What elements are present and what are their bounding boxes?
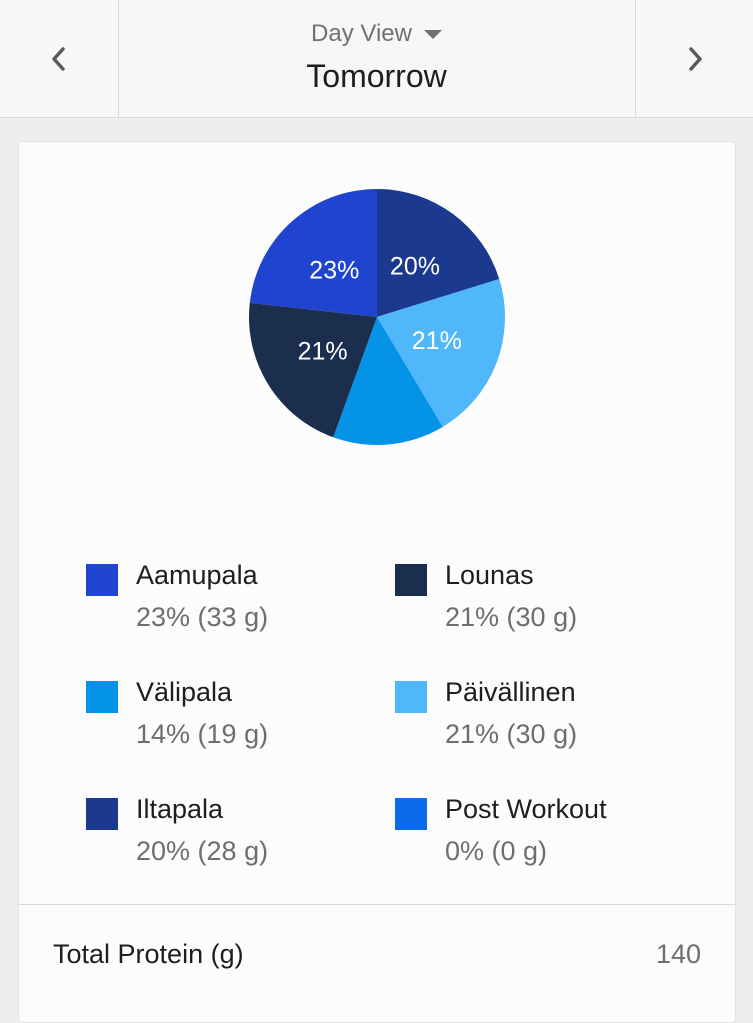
legend-label: Välipala — [136, 677, 233, 707]
legend-swatch — [395, 564, 427, 596]
protein-pie-chart: 20% 21% 21% 23% — [249, 189, 506, 445]
legend-value: 21% (30 g) — [445, 602, 578, 632]
legend-label: Päivällinen — [445, 677, 576, 707]
total-protein-value: 140 — [655, 939, 701, 969]
total-protein-label: Total Protein (g) — [53, 939, 244, 969]
pie-slice-v-lipala — [333, 317, 443, 445]
protein-breakdown-card: 20% 21% 21% 23% Aamupala 23% (33 g) Lounas 21%… — [18, 141, 736, 1023]
legend-item: Lounas 21% (30 g) — [395, 560, 715, 650]
legend-item: Välipala 14% (19 g) — [86, 677, 406, 767]
top-bar: Day View Tomorrow — [0, 0, 753, 118]
pie-slice-label: 20% — [390, 252, 440, 280]
chevron-right-icon — [688, 46, 702, 71]
pie-slice-label: 23% — [309, 256, 359, 284]
legend-label: Post Workout — [445, 794, 607, 824]
legend-item: Päivällinen 21% (30 g) — [395, 677, 715, 767]
page-title: Tomorrow — [306, 58, 447, 94]
legend-label: Lounas — [445, 560, 534, 590]
pie-slice-lounas — [249, 302, 377, 438]
legend-label: Aamupala — [136, 560, 258, 590]
pie-slice-aamupala — [249, 189, 377, 317]
legend-item: Aamupala 23% (33 g) — [86, 560, 406, 650]
legend-value: 20% (28 g) — [136, 836, 269, 866]
legend-swatch — [395, 798, 427, 830]
legend-item: Iltapala 20% (28 g) — [86, 794, 406, 884]
pie-slice-label: 21% — [412, 327, 462, 355]
previous-day-button[interactable] — [0, 0, 119, 117]
pie-slice-p-iv-llinen — [377, 278, 506, 427]
view-selector[interactable]: Day View — [119, 20, 634, 48]
legend-swatch — [395, 681, 427, 713]
legend-value: 14% (19 g) — [136, 719, 269, 749]
next-day-button[interactable] — [635, 0, 753, 117]
legend-item: Post Workout 0% (0 g) — [395, 794, 715, 884]
chevron-left-icon — [52, 46, 65, 71]
view-selector-label: Day View — [311, 20, 412, 47]
legend-swatch — [86, 798, 118, 830]
legend-swatch — [86, 564, 118, 596]
legend-label: Iltapala — [136, 794, 224, 824]
caret-down-icon — [423, 29, 442, 39]
legend-value: 0% (0 g) — [445, 836, 548, 866]
legend-value: 21% (30 g) — [445, 719, 578, 749]
pie-slice-iltapala — [377, 189, 500, 317]
date-header: Day View Tomorrow — [119, 0, 634, 117]
divider — [19, 904, 735, 905]
legend-value: 23% (33 g) — [136, 602, 269, 632]
pie-slice-label: 21% — [298, 338, 348, 366]
legend-swatch — [86, 681, 118, 713]
